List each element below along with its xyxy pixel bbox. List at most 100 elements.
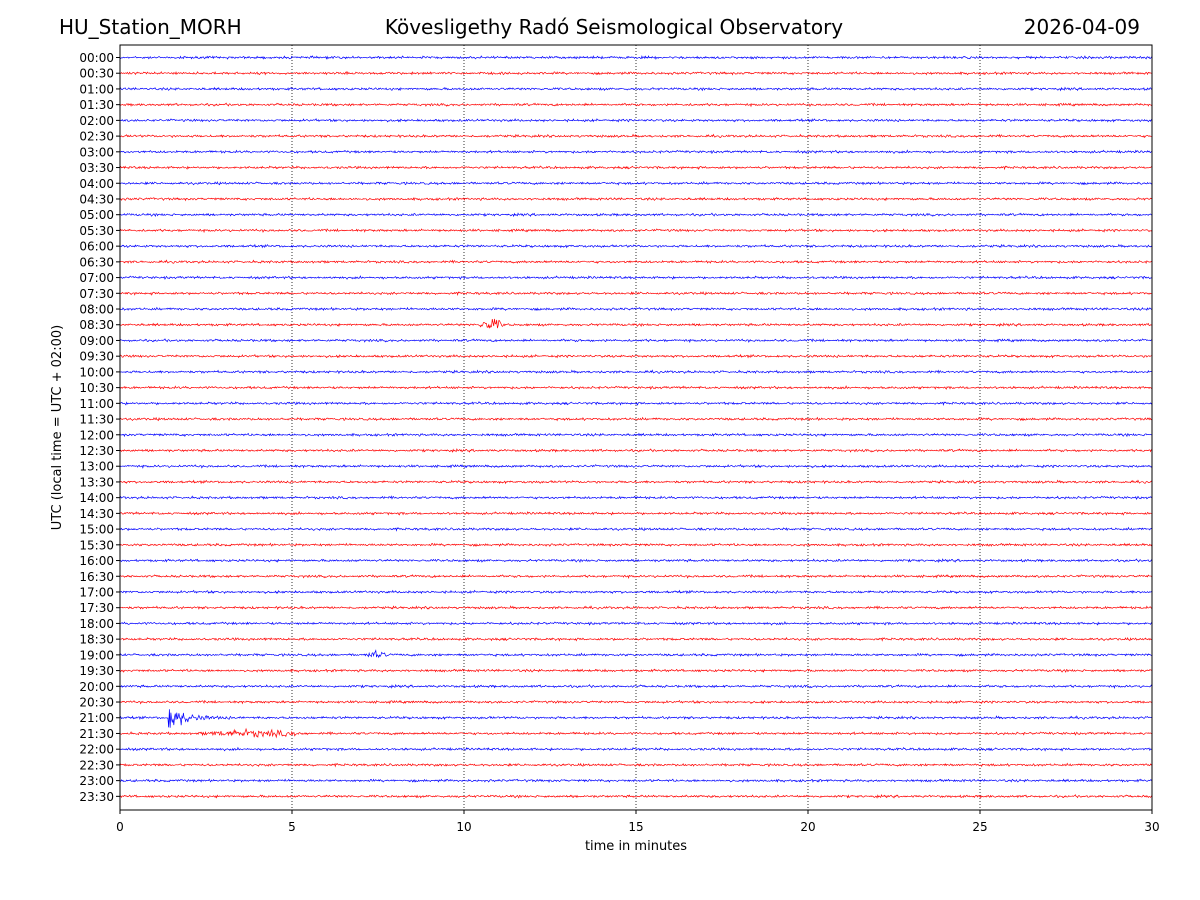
trace-0100 <box>119 86 1153 92</box>
y-tick-label: 03:30 <box>79 161 114 175</box>
y-tick-label: 02:00 <box>79 114 114 128</box>
y-tick-label: 00:30 <box>79 67 114 81</box>
x-tick-label: 5 <box>288 820 296 834</box>
y-tick-label: 15:30 <box>79 538 114 552</box>
x-tick-label: 10 <box>456 820 471 834</box>
y-axis-label: UTC (local time = UTC + 02:00) <box>50 325 65 530</box>
grid-lines <box>291 45 981 810</box>
y-tick-label: 17:00 <box>79 585 114 599</box>
y-tick-label: 23:00 <box>79 774 114 788</box>
trace-1900 <box>119 649 1153 659</box>
trace-2330 <box>119 793 1153 799</box>
y-tick-label: 09:30 <box>79 350 114 364</box>
y-tick-label: 10:00 <box>79 365 114 379</box>
observatory-title: Kövesligethy Radó Seismological Observat… <box>384 15 844 39</box>
seismogram-traces <box>119 55 1153 799</box>
trace-0230 <box>119 133 1153 139</box>
y-tick-label: 12:30 <box>79 444 114 458</box>
y-tick-label: 03:00 <box>79 145 114 159</box>
trace-0530 <box>119 228 1153 234</box>
y-tick-label: 15:00 <box>79 523 114 537</box>
y-tick-label: 05:00 <box>79 208 114 222</box>
y-tick-label: 09:00 <box>79 334 114 348</box>
x-axis-ticks: 0 5 10 15 20 25 30 <box>116 810 1160 834</box>
y-tick-label: 20:00 <box>79 680 114 694</box>
trace-2230 <box>119 762 1153 768</box>
x-tick-label: 0 <box>116 820 124 834</box>
y-tick-label: 02:30 <box>79 130 114 144</box>
trace-1100 <box>119 401 1153 406</box>
y-tick-label: 21:00 <box>79 711 114 725</box>
y-tick-label: 10:30 <box>79 381 114 395</box>
y-tick-label: 07:00 <box>79 271 114 285</box>
station-name: HU_Station_MORH <box>59 15 242 39</box>
y-tick-label: 04:00 <box>79 177 114 191</box>
trace-1330 <box>119 479 1153 485</box>
trace-0930 <box>119 353 1153 359</box>
y-tick-label: 18:00 <box>79 617 114 631</box>
trace-0400 <box>119 180 1153 186</box>
trace-1930 <box>119 668 1153 673</box>
y-tick-label: 16:00 <box>79 554 114 568</box>
record-date: 2026-04-09 <box>1023 15 1140 39</box>
y-tick-label: 07:30 <box>79 287 114 301</box>
trace-0130 <box>119 102 1153 108</box>
y-tick-label: 19:30 <box>79 664 114 678</box>
x-tick-label: 20 <box>800 820 815 834</box>
trace-0000 <box>119 55 1153 60</box>
y-tick-label: 14:00 <box>79 491 114 505</box>
y-tick-label: 18:30 <box>79 633 114 647</box>
trace-1830 <box>119 636 1153 642</box>
y-tick-label: 21:30 <box>79 727 114 741</box>
trace-2130 <box>119 727 1153 739</box>
trace-2000 <box>119 683 1153 690</box>
y-tick-label: 01:00 <box>79 82 114 96</box>
trace-2100 <box>119 709 1153 728</box>
trace-0600 <box>119 243 1153 249</box>
trace-1500 <box>119 526 1153 532</box>
trace-1230 <box>119 448 1153 453</box>
trace-1030 <box>119 385 1153 390</box>
y-tick-label: 06:00 <box>79 240 114 254</box>
x-tick-label: 25 <box>972 820 987 834</box>
trace-0900 <box>119 338 1153 344</box>
trace-1000 <box>119 369 1153 375</box>
trace-0830 <box>119 318 1153 329</box>
trace-1600 <box>119 558 1153 563</box>
trace-1700 <box>119 589 1153 595</box>
y-tick-label: 08:00 <box>79 303 114 317</box>
trace-1530 <box>119 542 1153 548</box>
y-tick-label: 01:30 <box>79 98 114 112</box>
y-tick-label: 12:00 <box>79 428 114 442</box>
y-tick-label: 17:30 <box>79 601 114 615</box>
trace-0300 <box>119 149 1153 155</box>
y-tick-label: 06:30 <box>79 255 114 269</box>
y-tick-label: 13:30 <box>79 475 114 489</box>
trace-0430 <box>119 196 1153 202</box>
y-tick-label: 14:30 <box>79 507 114 521</box>
trace-1730 <box>119 605 1153 611</box>
y-tick-label: 11:30 <box>79 413 114 427</box>
y-tick-label: 16:30 <box>79 570 114 584</box>
trace-1400 <box>119 495 1153 500</box>
trace-1130 <box>119 416 1153 422</box>
trace-0730 <box>119 291 1153 296</box>
trace-1200 <box>119 432 1153 438</box>
trace-0200 <box>119 117 1153 123</box>
x-tick-label: 30 <box>1144 820 1159 834</box>
trace-2300 <box>119 778 1153 783</box>
y-tick-label: 05:30 <box>79 224 114 238</box>
trace-0330 <box>119 165 1153 171</box>
y-tick-label: 04:30 <box>79 192 114 206</box>
y-tick-label: 08:30 <box>79 318 114 332</box>
trace-1430 <box>119 510 1153 516</box>
y-tick-label: 13:00 <box>79 460 114 474</box>
trace-0700 <box>119 275 1153 280</box>
y-tick-label: 00:00 <box>79 51 114 65</box>
y-tick-label: 11:00 <box>79 397 114 411</box>
y-tick-label: 22:30 <box>79 758 114 772</box>
y-tick-label: 20:30 <box>79 696 114 710</box>
y-tick-label: 19:00 <box>79 648 114 662</box>
